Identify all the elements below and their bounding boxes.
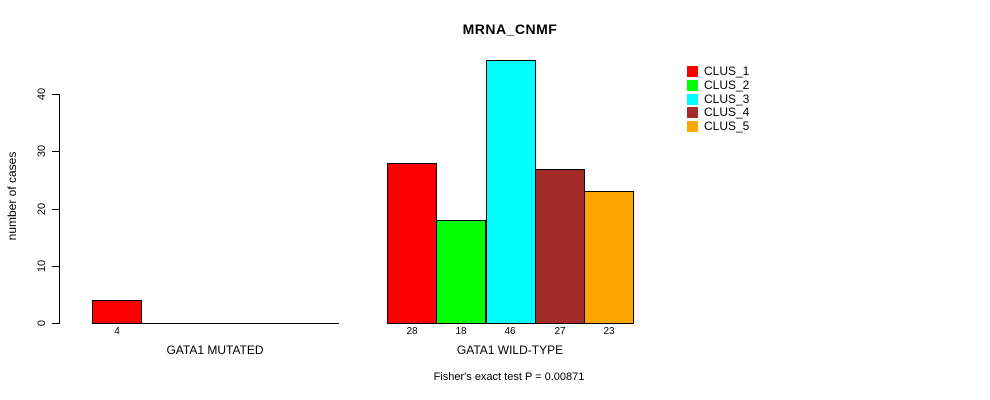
y-tick-mark [52,209,59,210]
legend: CLUS_1 CLUS_2 CLUS_3 CLUS_4 CLUS_5 [687,64,797,139]
group-baseline [92,323,339,324]
legend-label: CLUS_5 [704,119,750,133]
legend-swatch-icon [687,79,698,91]
bar-value-label: 27 [554,326,566,337]
bar-clus_1 [92,300,142,324]
y-tick-label: 10 [36,259,48,273]
legend-item-clus_5: CLUS_5 [687,119,749,133]
y-tick-mark [52,323,59,324]
legend-label: CLUS_1 [704,64,750,78]
legend-label: CLUS_2 [704,78,750,92]
y-tick-label: 30 [36,144,48,158]
bar-clus_5 [584,191,634,324]
legend-swatch-icon [687,106,698,118]
bar-value-label: 18 [455,326,467,337]
bar-value-label: 46 [504,326,516,337]
bar-value-label: 28 [406,326,418,337]
bar-value-label: 23 [603,326,615,337]
legend-item-clus_3: CLUS_3 [687,92,749,106]
legend-item-clus_4: CLUS_4 [687,105,749,119]
legend-swatch-icon [687,65,698,77]
chart-title: MRNA_CNMF [462,21,558,37]
stat-annotation: Fisher's exact test P = 0.00871 [433,371,585,383]
legend-swatch-icon [687,120,698,132]
bar-clus_4 [535,169,585,324]
x-group-label: GATA1 WILD-TYPE [456,343,564,357]
y-axis-line [59,94,60,324]
legend-item-clus_2: CLUS_2 [687,78,749,92]
bar-value-label: 4 [114,326,120,337]
bar-clus_3 [486,60,536,324]
y-axis-label: number of cases [5,151,19,241]
y-tick-label: 0 [36,319,48,327]
legend-label: CLUS_3 [704,92,750,106]
bar-clus_1 [387,163,437,324]
y-tick-mark [52,94,59,95]
legend-swatch-icon [687,93,698,105]
legend-label: CLUS_4 [704,105,750,119]
y-tick-label: 40 [36,87,48,101]
y-tick-mark [52,266,59,267]
y-tick-label: 20 [36,202,48,216]
x-group-label: GATA1 MUTATED [166,343,264,357]
y-tick-mark [52,151,59,152]
bar-clus_2 [436,220,486,324]
legend-item-clus_1: CLUS_1 [687,64,749,78]
